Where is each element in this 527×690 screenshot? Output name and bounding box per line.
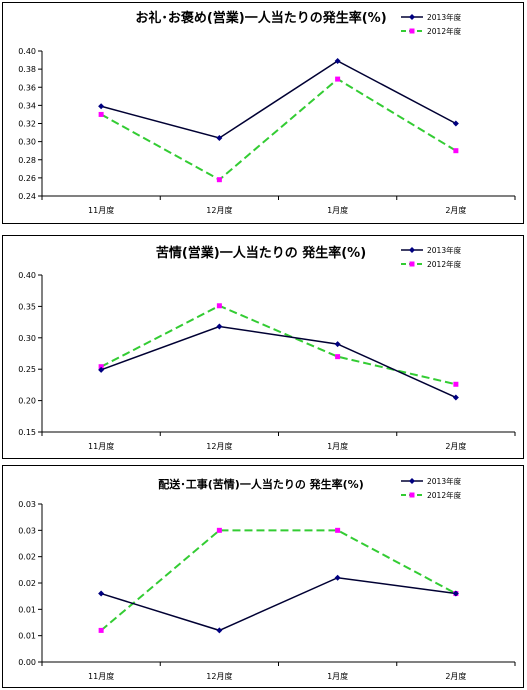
legend-marker [409,478,415,484]
x-tick-label: 1月度 [327,441,348,451]
data-point-marker [335,76,341,82]
data-point-marker [452,120,459,127]
legend-label: 2013年度 [427,245,462,255]
data-point-marker [452,394,459,401]
x-tick-label: 1月度 [327,205,348,215]
data-point-marker [453,381,459,387]
y-tick-label: 0.03 [18,500,36,509]
chart-panel-2: 苦情(営業)一人当たりの 発生率(%) 0.15 0.20 0.25 0.30 0.35 0… [2,235,524,459]
legend-marker [409,247,415,253]
y-tick-label: 0.28 [18,156,36,165]
y-tick-label: 0.38 [18,65,36,74]
chart-title: 配送･工事(苦情)一人当たりの 発生率(%) [158,477,363,491]
y-tick-label: 0.02 [18,579,36,588]
y-tick-label: 0.26 [18,174,36,183]
x-tick-label: 2月度 [445,671,466,681]
data-point-marker [98,111,104,117]
series-line-2013年度 [100,325,457,399]
legend-marker [409,261,415,267]
y-tick-label: 0.34 [18,101,36,110]
x-tick-label: 11月度 [88,441,114,451]
data-point-marker [334,341,341,348]
legend-label: 2012年度 [427,259,462,269]
series-line-2013年度 [100,576,456,632]
legend-marker [409,28,415,34]
data-point-marker [216,135,223,141]
data-point-marker [98,364,104,370]
data-point-marker [98,103,105,110]
y-tick-label: 0.24 [18,192,36,201]
y-tick-label: 0.30 [18,138,36,147]
series-line-2012年度 [100,529,457,632]
data-point-marker [335,354,341,360]
legend-marker [409,14,415,20]
chart-panel-3: 配送･工事(苦情)一人当たりの 発生率(%) 0.00 0.01 0.01 0.02 0.… [2,465,524,688]
legend-label: 2013年度 [427,476,462,486]
chart-title: お礼･お褒め(営業)一人当たりの発生率(%) [135,10,386,26]
y-tick-label: 0.00 [18,658,36,667]
x-tick-label: 2月度 [445,205,466,215]
legend-label: 2013年度 [427,12,462,22]
legend-marker [409,492,415,498]
legend-label: 2012年度 [427,490,462,500]
y-tick-label: 0.40 [18,271,36,280]
y-tick-label: 0.01 [18,605,36,614]
x-tick-label: 11月度 [88,205,114,215]
series-line-2012年度 [100,77,457,181]
chart-1: お礼･お褒め(営業)一人当たりの発生率(%) 0.24 0.26 0.28 0.30 0.… [18,10,516,215]
y-tick-label: 0.35 [18,302,36,311]
series-line-2012年度 [100,304,457,386]
y-tick-label: 0.15 [18,428,36,437]
y-tick-label: 0.40 [18,47,36,56]
y-tick-label: 0.25 [18,365,36,374]
y-tick-label: 0.32 [18,120,36,129]
data-point-marker [216,627,223,634]
y-tick-label: 0.30 [18,334,36,343]
data-point-marker [216,303,222,309]
y-tick-label: 0.20 [18,397,36,406]
y-tick-label: 0.02 [18,553,36,562]
y-tick-label: 0.36 [18,83,36,92]
chart-title: 苦情(営業)一人当たりの 発生率(%) [156,245,366,261]
data-point-marker [334,574,341,581]
x-tick-label: 11月度 [88,671,114,681]
data-point-marker [453,148,459,154]
data-point-marker [98,590,105,597]
x-tick-label: 12月度 [206,671,232,681]
data-point-marker [335,527,341,533]
y-tick-label: 0.01 [18,632,36,641]
chart-panel-1: お礼･お褒め(営業)一人当たりの発生率(%) 0.24 0.26 0.28 0.30 0.… [2,2,524,224]
chart-3: 配送･工事(苦情)一人当たりの 発生率(%) 0.00 0.01 0.01 0.02 0.… [18,476,516,681]
chart-2: 苦情(営業)一人当たりの 発生率(%) 0.15 0.20 0.25 0.30 0.35 0… [18,245,516,451]
series-line-2013年度 [100,60,457,139]
data-point-marker [216,527,222,533]
data-point-marker [216,323,223,330]
data-point-marker [334,57,341,64]
data-point-marker [452,590,459,597]
x-tick-label: 12月度 [206,441,232,451]
data-point-marker [98,366,105,373]
x-tick-label: 12月度 [206,205,232,215]
data-point-marker [98,627,104,633]
legend-label: 2012年度 [427,26,462,36]
y-tick-label: 0.03 [18,526,36,535]
data-point-marker [216,177,222,183]
x-tick-label: 1月度 [327,671,348,681]
x-tick-label: 2月度 [445,441,466,451]
